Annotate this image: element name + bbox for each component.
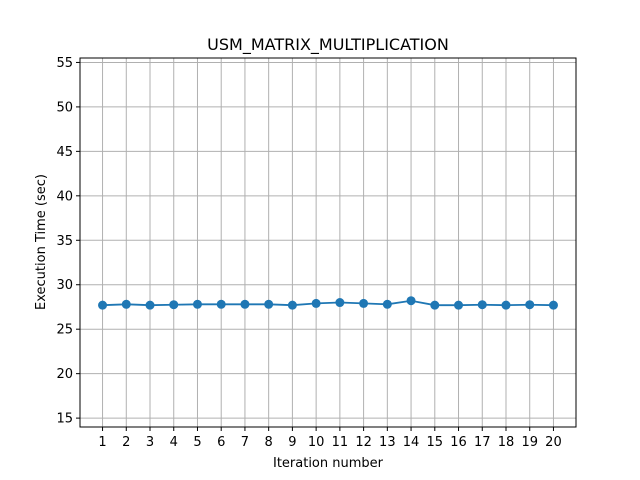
x-tick-label: 14 xyxy=(403,435,420,450)
x-tick-label: 16 xyxy=(450,435,467,450)
data-point xyxy=(311,298,321,308)
y-tick-label: 45 xyxy=(56,145,73,160)
y-tick-label: 20 xyxy=(56,367,73,382)
data-point xyxy=(264,299,274,309)
data-point xyxy=(454,300,464,310)
data-point xyxy=(501,300,511,310)
data-point xyxy=(98,300,108,310)
data-point xyxy=(287,300,297,310)
x-tick-label: 6 xyxy=(217,435,225,450)
x-tick-label: 18 xyxy=(498,435,515,450)
data-point xyxy=(121,299,131,309)
x-tick-label: 15 xyxy=(427,435,444,450)
data-point xyxy=(382,299,392,309)
y-tick-label: 50 xyxy=(56,100,73,115)
grid-lines xyxy=(80,58,576,427)
y-tick-label: 30 xyxy=(56,278,73,293)
data-point xyxy=(335,298,345,308)
x-tick-label: 17 xyxy=(474,435,491,450)
x-axis-label: Iteration number xyxy=(273,456,384,471)
data-point xyxy=(145,300,155,310)
data-point xyxy=(216,299,226,309)
series-layer xyxy=(98,296,558,310)
y-tick-label: 40 xyxy=(56,189,73,204)
x-axis-ticks: 1 2 3 4 5 6 7 8 9 10 11 12 13 14 15 16 17 18 19 20 xyxy=(98,427,562,450)
data-point xyxy=(548,300,558,310)
y-tick-label: 15 xyxy=(56,412,73,427)
y-tick-label: 55 xyxy=(56,56,73,71)
data-point xyxy=(240,299,250,309)
x-tick-label: 5 xyxy=(193,435,201,450)
x-tick-label: 12 xyxy=(355,435,372,450)
y-axis-label: Execution Time (sec) xyxy=(34,174,49,310)
data-point xyxy=(359,298,369,308)
x-tick-label: 10 xyxy=(308,435,325,450)
x-tick-label: 19 xyxy=(521,435,538,450)
x-tick-label: 20 xyxy=(545,435,562,450)
x-tick-label: 7 xyxy=(241,435,249,450)
x-tick-label: 8 xyxy=(265,435,273,450)
x-tick-label: 9 xyxy=(288,435,296,450)
x-tick-label: 3 xyxy=(146,435,154,450)
x-tick-label: 2 xyxy=(122,435,130,450)
data-point xyxy=(169,300,179,310)
data-point xyxy=(430,300,440,310)
chart-title: USM_MATRIX_MULTIPLICATION xyxy=(207,35,449,55)
x-tick-label: 13 xyxy=(379,435,396,450)
data-point xyxy=(192,299,202,309)
y-tick-label: 25 xyxy=(56,323,73,338)
data-point xyxy=(406,296,416,306)
plot-frame xyxy=(79,57,577,428)
x-tick-label: 11 xyxy=(332,435,349,450)
x-tick-label: 1 xyxy=(98,435,106,450)
y-axis-ticks: 15 20 25 30 35 40 45 50 55 xyxy=(56,56,80,427)
y-tick-label: 35 xyxy=(56,234,73,249)
data-point xyxy=(477,300,487,310)
x-tick-label: 4 xyxy=(170,435,178,450)
data-point xyxy=(525,300,535,310)
